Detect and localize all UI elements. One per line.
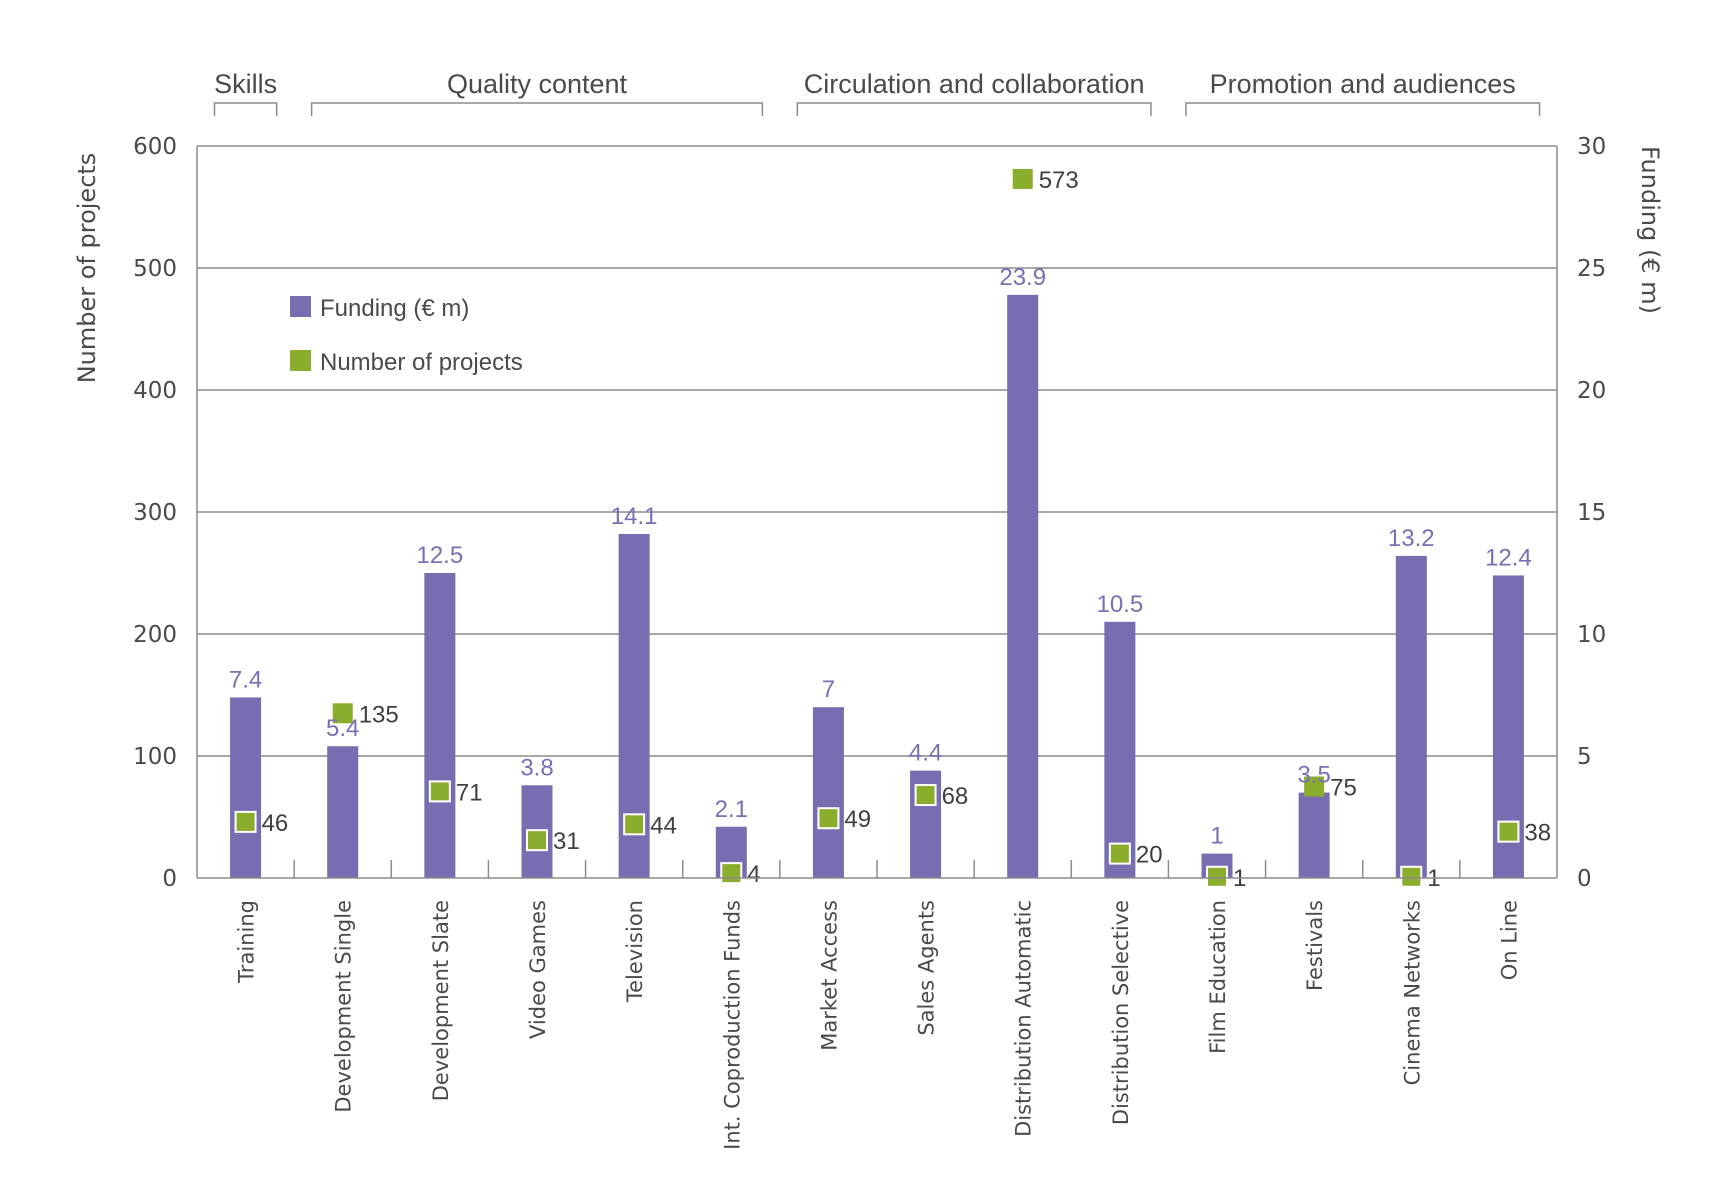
y2-tick-label: 0 bbox=[1577, 866, 1592, 892]
y2-axis-title: Funding (€ m) bbox=[1636, 146, 1664, 314]
category-label: Sales Agents bbox=[915, 900, 939, 1036]
category-label: Video Games bbox=[526, 900, 550, 1039]
funding-bar bbox=[812, 707, 844, 878]
funding-data-label: 23.9 bbox=[999, 264, 1046, 291]
legend: Funding (€ m) Number of projects bbox=[290, 295, 523, 376]
legend-label-funding: Funding (€ m) bbox=[320, 295, 469, 322]
project-marker bbox=[1497, 820, 1520, 843]
funding-data-label: 10.5 bbox=[1096, 591, 1143, 618]
category-label: Festivals bbox=[1303, 900, 1327, 991]
group-label: Promotion and audiences bbox=[1210, 69, 1516, 99]
category-label: Market Access bbox=[817, 900, 841, 1051]
project-data-label: 20 bbox=[1136, 842, 1163, 869]
funding-data-label: 3.5 bbox=[1297, 762, 1330, 789]
project-data-label: 46 bbox=[262, 810, 289, 837]
project-marker bbox=[1400, 865, 1423, 888]
group-label: Circulation and collaboration bbox=[804, 69, 1145, 99]
category-label: Television bbox=[623, 900, 647, 1003]
funding-data-label: 2.1 bbox=[715, 796, 748, 823]
data-labels: 7.4 5.4 12.5 3.8 14.1 2.1 7 4.4 23.9 10.5 1 3.5 13.2… bbox=[229, 167, 1551, 892]
project-marker bbox=[1206, 865, 1228, 888]
y-tick-label: 200 bbox=[133, 622, 177, 648]
project-data-label: 31 bbox=[553, 828, 580, 855]
y-tick-label: 0 bbox=[162, 866, 177, 892]
y-tick-label: 300 bbox=[133, 500, 177, 526]
category-label: Distribution Selective bbox=[1109, 900, 1133, 1125]
project-marker bbox=[1108, 842, 1131, 865]
funding-data-label: 5.4 bbox=[326, 715, 359, 742]
category-label: Cinema Networks bbox=[1400, 900, 1424, 1085]
category-label: Training bbox=[235, 900, 259, 984]
funding-data-label: 3.8 bbox=[520, 754, 553, 781]
category-label: Development Single bbox=[332, 900, 356, 1113]
funding-bar bbox=[327, 746, 359, 878]
project-data-label: 68 bbox=[942, 783, 969, 810]
funding-data-label: 12.5 bbox=[416, 542, 463, 569]
funding-data-label: 13.2 bbox=[1388, 525, 1435, 552]
y2-tick-label: 20 bbox=[1577, 378, 1606, 404]
project-marker bbox=[1012, 168, 1033, 189]
project-marker bbox=[332, 703, 353, 724]
y2-tick-label: 25 bbox=[1577, 256, 1606, 282]
legend-swatch-funding bbox=[290, 296, 311, 317]
project-data-label: 135 bbox=[359, 701, 399, 728]
project-marker bbox=[428, 780, 451, 803]
group-label: Skills bbox=[214, 69, 277, 99]
y-axis-title: Number of projects bbox=[73, 153, 101, 384]
funding-bar bbox=[424, 573, 456, 878]
axes: 0 100 200 300 400 500 600 0 5 10 15 20 25 30 Training D… bbox=[133, 134, 1606, 1150]
funding-data-label: 14.1 bbox=[611, 503, 658, 530]
funding-data-label: 7.4 bbox=[229, 666, 262, 693]
funding-data-label: 12.4 bbox=[1485, 544, 1532, 571]
project-data-label: 49 bbox=[844, 806, 871, 833]
project-data-label: 44 bbox=[650, 812, 677, 839]
project-data-label: 38 bbox=[1524, 820, 1551, 847]
group-label: Quality content bbox=[447, 69, 628, 99]
project-marker bbox=[914, 784, 937, 807]
category-label: Development Slate bbox=[429, 900, 453, 1101]
category-label: Distribution Automatic bbox=[1012, 900, 1036, 1137]
y2-tick-label: 10 bbox=[1577, 622, 1606, 648]
group-brackets: Skills Quality content Circulation and col… bbox=[213, 69, 1541, 116]
legend-swatch-projects bbox=[290, 350, 311, 371]
category-label: On Line bbox=[1497, 900, 1521, 980]
project-marker bbox=[1304, 776, 1325, 797]
funding-data-label: 1 bbox=[1210, 823, 1223, 850]
project-data-label: 573 bbox=[1039, 167, 1079, 194]
project-marker bbox=[234, 810, 257, 833]
project-data-label: 75 bbox=[1330, 775, 1357, 802]
funding-bar bbox=[1298, 792, 1330, 878]
project-marker bbox=[720, 862, 743, 885]
funding-bar bbox=[230, 697, 262, 878]
y-tick-label: 600 bbox=[133, 134, 177, 160]
project-data-label: 71 bbox=[456, 779, 483, 806]
y2-tick-label: 5 bbox=[1577, 744, 1592, 770]
group-bracket bbox=[796, 102, 1152, 116]
category-label: Film Education bbox=[1206, 900, 1230, 1054]
funding-data-label: 4.4 bbox=[909, 740, 942, 767]
funding-data-label: 7 bbox=[822, 676, 835, 703]
funding-bar bbox=[1007, 294, 1039, 879]
project-data-label: 4 bbox=[747, 861, 760, 888]
category-label: Int. Coproduction Funds bbox=[720, 900, 744, 1150]
project-marker bbox=[623, 813, 646, 836]
group-bracket bbox=[1185, 102, 1541, 116]
project-marker bbox=[526, 829, 548, 852]
y2-tick-label: 15 bbox=[1577, 500, 1606, 526]
y-tick-label: 100 bbox=[133, 744, 177, 770]
funding-bar bbox=[1395, 555, 1427, 878]
funding-bar bbox=[1104, 621, 1136, 878]
project-marker bbox=[817, 807, 840, 830]
y2-tick-label: 30 bbox=[1577, 134, 1606, 160]
group-bracket bbox=[213, 102, 278, 116]
legend-label-projects: Number of projects bbox=[320, 349, 523, 376]
y-tick-label: 500 bbox=[133, 256, 177, 282]
y-tick-label: 400 bbox=[133, 378, 177, 404]
gridlines bbox=[197, 145, 1557, 757]
project-markers bbox=[234, 168, 1520, 888]
group-bracket bbox=[310, 102, 764, 116]
